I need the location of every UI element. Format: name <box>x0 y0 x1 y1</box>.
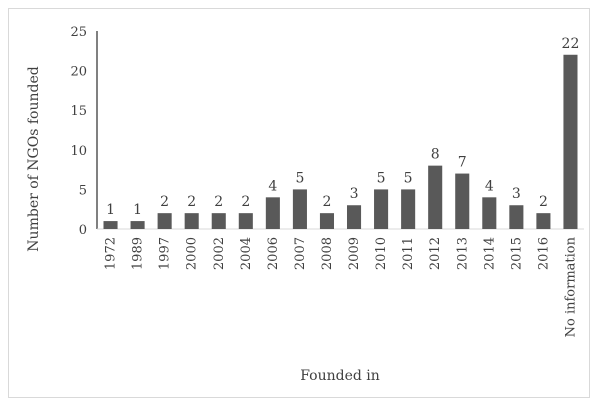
bar <box>157 213 172 229</box>
data-label: 2 <box>241 194 250 210</box>
x-tick-label: 2004 <box>239 237 254 270</box>
chart-frame: 0 5 10 15 20 25 1 1 2 2 2 2 4 5 2 3 5 5 8 7 4 3 2 22 1972 1989 1… <box>8 8 590 398</box>
data-label: 2 <box>187 194 196 210</box>
bar <box>265 197 280 229</box>
x-tick-label: 2016 <box>536 237 551 270</box>
data-label: 5 <box>377 170 386 186</box>
x-tick-label: 1989 <box>131 237 146 270</box>
data-label: 5 <box>404 170 413 186</box>
data-label: 2 <box>214 194 223 210</box>
bar <box>103 221 118 229</box>
bar <box>238 213 253 229</box>
y-tick-label: 5 <box>79 183 87 198</box>
data-label: 5 <box>295 170 304 186</box>
x-tick-label: 2013 <box>455 237 470 270</box>
bar <box>292 189 307 229</box>
x-tick-label: 2012 <box>428 237 443 270</box>
data-label: 4 <box>485 178 494 194</box>
bar <box>319 213 335 229</box>
data-label: 2 <box>160 194 169 210</box>
x-tick-label: 2011 <box>401 237 416 270</box>
data-label: 2 <box>539 194 548 210</box>
x-tick-label: 1997 <box>158 237 173 270</box>
data-label: 2 <box>323 194 332 210</box>
x-tick-label: 2008 <box>320 237 335 270</box>
bar <box>346 205 362 229</box>
y-tick-label: 15 <box>70 104 87 119</box>
x-axis-title: Founded in <box>300 368 380 384</box>
x-tick-label: 2010 <box>374 237 389 270</box>
x-tick-labels: 1972 1989 1997 2000 2002 2004 2006 2007 2008 2009… <box>104 236 579 337</box>
y-tick-label: 25 <box>70 25 87 40</box>
x-tick-label: 2007 <box>293 237 308 270</box>
data-labels: 1 1 2 2 2 24 52 35 58 74 3 222 <box>106 36 579 218</box>
y-tick-labels: 0 5 10 15 20 25 <box>70 25 87 238</box>
data-label: 3 <box>350 186 359 202</box>
data-label: 4 <box>268 178 277 194</box>
bar <box>401 189 416 229</box>
y-axis-title: Number of NGOs founded <box>26 66 42 251</box>
bar <box>509 205 524 229</box>
y-tick-label: 0 <box>79 223 87 238</box>
bar <box>374 189 389 229</box>
x-tick-label: 1972 <box>104 237 119 270</box>
bar <box>455 173 470 229</box>
y-tick-label: 20 <box>70 65 87 80</box>
x-tick-label: 2015 <box>509 237 524 270</box>
bar <box>211 213 226 229</box>
bar <box>536 213 551 229</box>
bar <box>428 165 443 229</box>
bars <box>103 54 578 230</box>
x-tick-label: 2002 <box>212 237 227 270</box>
data-label: 8 <box>431 147 440 163</box>
bar <box>130 221 145 229</box>
x-tick-label: 2000 <box>185 237 200 270</box>
bar <box>482 197 497 229</box>
x-tick-label: No information <box>563 236 578 337</box>
y-tick-label: 10 <box>70 144 87 159</box>
x-tick-label: 2006 <box>266 237 281 270</box>
bar <box>184 213 199 229</box>
data-label: 1 <box>106 202 115 218</box>
x-tick-label: 2014 <box>482 237 497 270</box>
data-label: 3 <box>512 186 521 202</box>
data-label: 1 <box>133 202 142 218</box>
data-label: 7 <box>458 155 467 171</box>
bar <box>563 54 578 230</box>
x-tick-label: 2009 <box>347 237 362 270</box>
data-label: 22 <box>562 36 580 52</box>
